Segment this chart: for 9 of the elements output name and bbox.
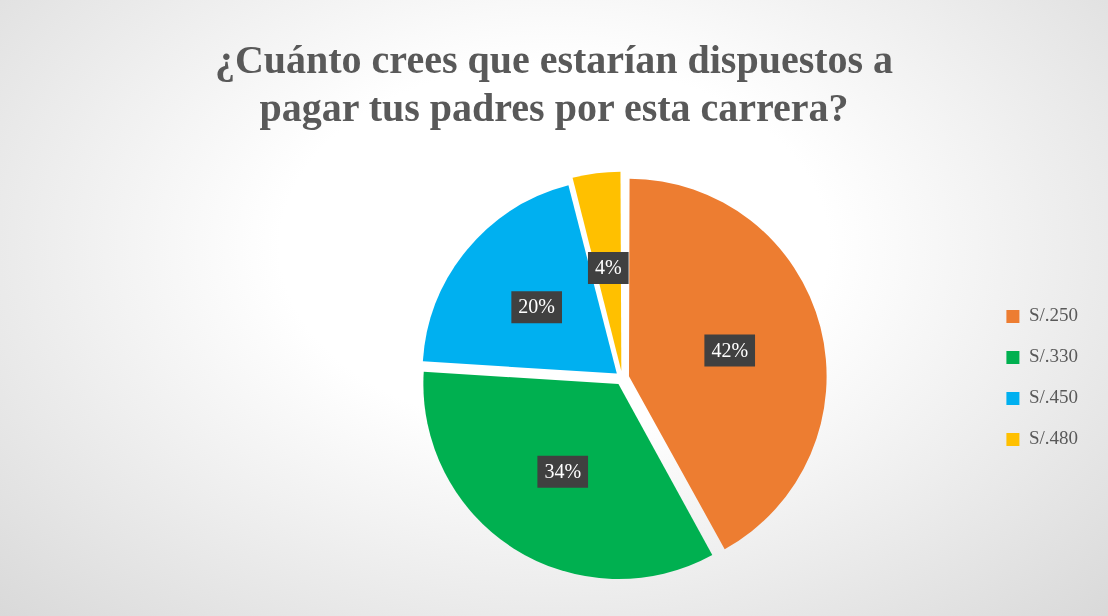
legend-label: S/.480: [1028, 427, 1079, 449]
chart-title: ¿Cuánto crees que estarían dispuestos a pagar tus padres por esta carrera?: [213, 36, 895, 132]
legend-label: S/.330: [1028, 345, 1079, 367]
data-label: 4%: [594, 256, 622, 279]
legend-label: S/.250: [1028, 304, 1079, 326]
data-label: 20%: [518, 295, 556, 318]
data-label: 34%: [544, 459, 582, 482]
data-label: 42%: [711, 338, 749, 361]
legend-label: S/.450: [1028, 386, 1079, 408]
